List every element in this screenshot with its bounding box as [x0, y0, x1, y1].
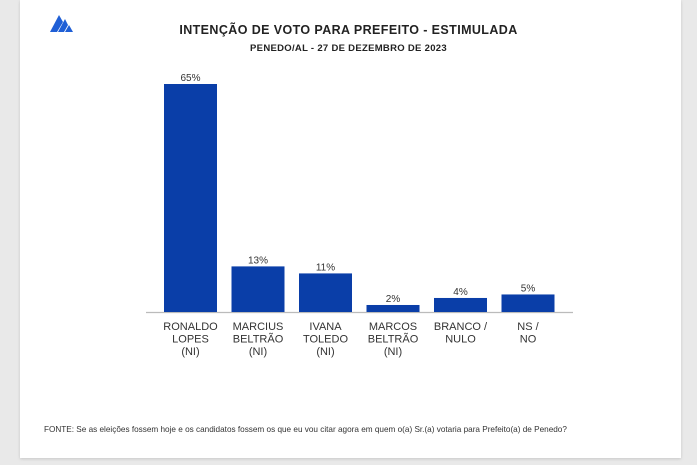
tick-label-3-1: BELTRÃO	[368, 333, 419, 346]
tick-label-2-0: IVANA	[309, 321, 342, 333]
tick-label-1-2: (NI)	[249, 346, 267, 358]
data-label-2: 11%	[316, 262, 335, 273]
bar-3	[366, 304, 420, 312]
source-note: FONTE: Se as eleições fossem hoje e os c…	[44, 425, 567, 434]
tick-label-5-0: NS /	[517, 321, 539, 333]
tick-label-2-1: TOLEDO	[303, 334, 348, 346]
bar-0	[164, 84, 217, 312]
tick-label-4-1: NULO	[445, 334, 476, 346]
tick-label-0-0: RONALDO	[163, 321, 218, 333]
tick-label-1-0: MARCIUS	[233, 321, 284, 333]
data-label-3: 2%	[386, 294, 401, 305]
data-label-0: 65%	[180, 73, 200, 84]
tick-label-4-0: BRANCO /	[434, 321, 488, 333]
bar-4	[434, 297, 487, 312]
data-label-4: 4%	[453, 287, 468, 298]
tick-label-0-1: LOPES	[172, 334, 209, 346]
data-label-5: 5%	[521, 283, 536, 294]
chart-card	[20, 0, 681, 458]
bar-5	[501, 294, 555, 312]
bar-1	[231, 266, 285, 312]
chart-subtitle: PENEDO/AL - 27 DE DEZEMBRO DE 2023	[250, 43, 447, 54]
tick-label-1-1: BELTRÃO	[233, 333, 284, 346]
tick-label-0-2: (NI)	[181, 346, 199, 358]
bar-2	[299, 273, 352, 312]
tick-label-3-0: MARCOS	[369, 321, 417, 333]
logo-icon	[50, 15, 73, 32]
tick-label-2-2: (NI)	[316, 346, 334, 358]
tick-label-5-1: NO	[520, 334, 537, 346]
chart-title: INTENÇÃO DE VOTO PARA PREFEITO - ESTIMUL…	[179, 23, 518, 37]
tick-label-3-2: (NI)	[384, 346, 402, 358]
data-label-1: 13%	[248, 255, 268, 266]
